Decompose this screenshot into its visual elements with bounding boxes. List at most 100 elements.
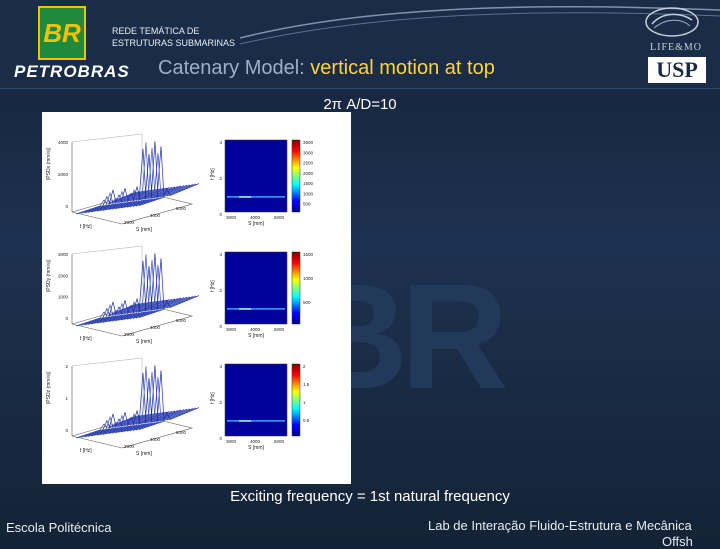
colormap-f-tick: 0	[219, 324, 222, 329]
waterfall-z-tick: 1000	[58, 295, 69, 300]
petrobras-br-logo: BR	[38, 6, 86, 60]
waterfall-s-tick: 4000	[150, 437, 161, 442]
petrobras-wordmark: PETROBRAS	[14, 62, 130, 81]
spectrum-trace	[117, 142, 179, 209]
colormap-band	[227, 420, 285, 422]
spectrum-trace	[93, 413, 155, 436]
waterfall-s-tick: 2000	[124, 444, 135, 449]
slide-header	[0, 0, 720, 90]
spectrum-trace	[96, 300, 158, 324]
spectrum-trace	[108, 298, 170, 322]
spectrum-trace	[114, 148, 176, 210]
spectrum-trace	[96, 188, 158, 212]
spectrum-trace	[126, 141, 188, 208]
waterfall-z-tick: 0	[65, 204, 68, 209]
waterfall-z-tick: 2	[65, 364, 68, 369]
spectrum-trace	[84, 301, 146, 326]
spectrum-trace	[132, 258, 194, 319]
spectrum-trace	[102, 300, 164, 323]
colormap-hotspot	[239, 420, 251, 422]
waterfall-s-label: S [mm]	[136, 339, 152, 345]
colorbar	[291, 251, 301, 325]
spectrum-trace	[138, 407, 200, 430]
colormap-s-tick: 5000	[274, 327, 285, 332]
footer-lab-continued: Offsh	[662, 534, 693, 549]
colormap-f-tick: 0	[219, 212, 222, 217]
waterfall-z-tick: 4000	[58, 140, 69, 145]
waterfall-f-label: f [Hz]	[80, 336, 92, 342]
spectrum-trace	[120, 377, 182, 433]
spectrum-trace	[129, 376, 191, 432]
spectrum-trace	[99, 188, 161, 212]
spectrum-trace	[114, 372, 176, 434]
colorbar-tick: 2500	[303, 161, 314, 166]
spectrum-trace	[111, 186, 173, 210]
spectrum-trace	[105, 411, 167, 435]
waterfall-s-tick: 6000	[176, 430, 187, 435]
spectrum-trace	[138, 295, 200, 318]
waterfall-floor	[71, 303, 194, 337]
colormap-f-label: f [Hz]	[210, 280, 216, 292]
colormap-s-tick: 3000	[226, 327, 237, 332]
lifemo-logo-icon	[645, 7, 699, 37]
spectrum-trace	[135, 183, 197, 207]
colormap-s-tick: 4000	[250, 439, 261, 444]
spectrum-trace	[129, 264, 191, 320]
waterfall-s-tick: 2000	[124, 220, 135, 225]
colorbar-tick: 1000	[303, 191, 314, 196]
waterfall-s-tick: 4000	[150, 325, 161, 330]
colorbar-tick: 1000	[303, 276, 314, 281]
colormap-hotspot	[239, 308, 251, 310]
spectrum-trace	[93, 301, 155, 324]
psd-colormap	[224, 139, 288, 213]
colormap-s-tick: 3000	[226, 439, 237, 444]
spectrum-trace	[81, 190, 143, 214]
spectrum-trace	[84, 413, 146, 438]
spectrum-trace	[135, 407, 197, 431]
colormap-s-tick: 5000	[274, 439, 285, 444]
colormap-f-label: f [Hz]	[210, 392, 216, 404]
spectrum-trace	[102, 188, 164, 211]
spectrum-trace	[126, 253, 188, 320]
waterfall-z-label: |PSDy (mm²s)|	[46, 259, 52, 292]
spectrum-trace	[105, 187, 167, 211]
spectrum-trace	[108, 410, 170, 434]
colormap-band	[227, 308, 285, 310]
spectrum-trace	[99, 412, 161, 436]
network-name-line2: ESTRUTURAS SUBMARINAS	[112, 38, 236, 48]
colormap-s-label: S [mm]	[248, 445, 264, 451]
psd-figure: |PSDx (mm²s)| 4000 2000 0 f [Hz] S [mm] 2000 40…	[42, 112, 351, 484]
waterfall-z-tick: 2000	[58, 172, 69, 177]
colorbar-tick: 2	[303, 364, 306, 369]
colorbar-tick: 1	[303, 400, 306, 405]
colormap-f-tick: 4	[219, 252, 222, 257]
colormap-s-label: S [mm]	[248, 333, 264, 339]
waterfall-floor	[71, 415, 194, 449]
spectrum-trace	[120, 265, 182, 321]
colormap-s-tick: 4000	[250, 327, 261, 332]
waterfall-top-edge	[71, 133, 143, 143]
spectrum-trace	[102, 412, 164, 435]
colormap-f-tick: 2	[219, 400, 222, 405]
colorbar-tick: 3500	[303, 140, 314, 145]
waterfall-z-tick: 3000	[58, 252, 69, 257]
colormap-f-tick: 2	[219, 288, 222, 293]
waterfall-z-label: |PSDz (mm²s)|	[46, 371, 52, 404]
spectrum-trace	[132, 146, 194, 207]
colormap-f-tick: 2	[219, 176, 222, 181]
spectrum-trace	[129, 152, 191, 208]
network-name-line1: REDE TEMÁTICA DE	[112, 26, 200, 36]
waterfall-floor	[71, 191, 194, 225]
spectrum-trace	[117, 254, 179, 321]
colorbar-tick: 1500	[303, 252, 314, 257]
waterfall-top-edge	[71, 245, 143, 255]
colormap-band	[227, 196, 285, 198]
usp-logo: USP	[648, 57, 706, 83]
waterfall-s-tick: 4000	[150, 213, 161, 218]
psd-row-2	[71, 245, 301, 337]
header-decorative-curve	[240, 6, 720, 45]
colormap-s-label: S [mm]	[248, 221, 264, 227]
psd-colormap	[224, 251, 288, 325]
colorbar-tick: 2000	[303, 171, 314, 176]
